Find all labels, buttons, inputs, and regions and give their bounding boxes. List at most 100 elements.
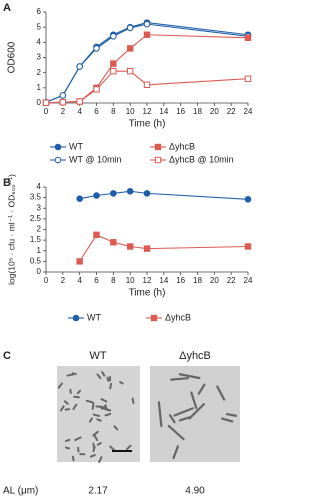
data-point: [110, 239, 117, 246]
data-point: [76, 63, 83, 70]
cell: [96, 418, 102, 422]
data-point: [244, 243, 252, 250]
cell: [57, 382, 63, 389]
legend-marker: [154, 143, 162, 151]
data-point: [143, 20, 151, 28]
x-tick-label: 2: [61, 276, 66, 285]
legend-marker: [72, 314, 80, 322]
cell: [220, 417, 234, 423]
x-tick-label: 24: [244, 276, 253, 285]
data-point: [76, 195, 83, 202]
cell: [64, 446, 70, 450]
data-point: [126, 45, 134, 52]
row-label: AL (μm): [3, 486, 38, 497]
data-point: [110, 60, 117, 67]
data-point: [143, 31, 151, 38]
cell: [119, 381, 124, 385]
cell: [92, 413, 101, 417]
cell: [93, 434, 99, 442]
series-line: [45, 34, 249, 104]
legend-marker: [54, 143, 62, 151]
cell: [66, 373, 75, 377]
cell: [170, 377, 190, 381]
x-axis-title: Time (h): [129, 288, 166, 299]
cell: [173, 407, 194, 417]
data-point: [42, 99, 50, 106]
legend-label: ΔyhcB: [169, 141, 195, 151]
x-tick-label: 20: [210, 107, 219, 116]
y-tick-label: 2: [37, 68, 42, 77]
x-tick-label: 6: [94, 107, 99, 116]
y-tick-label: 3.5: [30, 193, 42, 202]
cell: [109, 382, 113, 390]
series-line: [79, 234, 249, 262]
micrograph: [57, 366, 140, 462]
x-tick-label: 10: [126, 107, 135, 116]
y-tick-label: 3: [37, 53, 42, 62]
data-point: [110, 67, 117, 75]
x-tick-label: 8: [111, 107, 116, 116]
x-axis-title: Time (h): [129, 119, 166, 130]
cell: [178, 416, 191, 422]
y-tick-label: 0: [37, 98, 42, 107]
y-tick-label: 4: [37, 37, 42, 46]
x-tick-label: 18: [193, 276, 202, 285]
cell: [178, 373, 201, 380]
data-point: [76, 258, 83, 265]
al-value: 2.17: [88, 486, 108, 497]
x-tick-label: 6: [94, 276, 99, 285]
x-tick-label: 14: [159, 276, 168, 285]
cell: [85, 399, 94, 404]
y-tick-label: 0.5: [30, 256, 42, 265]
x-tick-label: 10: [126, 276, 135, 285]
data-point: [244, 34, 252, 41]
y-tick-label: 1: [37, 246, 42, 255]
y-tick-label: 2: [37, 225, 42, 234]
y-tick-label: 3: [37, 203, 42, 212]
x-tick-label: 22: [227, 276, 236, 285]
cell: [188, 402, 206, 420]
cell: [172, 445, 180, 460]
x-tick-label: 4: [77, 276, 82, 285]
y-axis-title: OD600: [7, 41, 18, 73]
data-point: [93, 86, 100, 93]
x-tick-label: 20: [210, 276, 219, 285]
cell: [92, 430, 99, 437]
cell: [109, 445, 116, 452]
cell: [63, 400, 69, 405]
data-point: [244, 75, 252, 82]
data-point: [126, 67, 134, 75]
cell: [71, 455, 75, 462]
cell: [74, 436, 82, 442]
legend-label: WT @ 10min: [69, 154, 121, 164]
x-tick-label: 8: [111, 276, 116, 285]
data-point: [126, 187, 134, 195]
cell: [100, 398, 108, 403]
cell: [96, 442, 102, 446]
data-point: [143, 245, 151, 252]
cell: [197, 383, 206, 395]
data-point: [110, 190, 117, 197]
panel-letter: B: [3, 177, 11, 189]
x-tick-label: 12: [143, 107, 152, 116]
cell: [76, 389, 82, 395]
cell: [59, 405, 65, 412]
x-tick-label: 0: [44, 107, 49, 116]
cell: [91, 402, 95, 410]
y-tick-label: 6: [37, 7, 42, 16]
cell: [71, 372, 77, 376]
cell: [167, 424, 185, 441]
cell: [168, 414, 176, 424]
data-point: [93, 45, 100, 52]
cell: [64, 438, 71, 443]
cell: [72, 403, 78, 410]
data-point: [76, 98, 83, 105]
data-point: [244, 196, 252, 203]
cell: [157, 401, 163, 428]
al-value: 4.90: [185, 486, 205, 497]
x-tick-label: 22: [227, 107, 236, 116]
y-tick-label: 4: [37, 182, 42, 191]
legend-marker: [154, 156, 162, 164]
data-point: [143, 81, 151, 88]
